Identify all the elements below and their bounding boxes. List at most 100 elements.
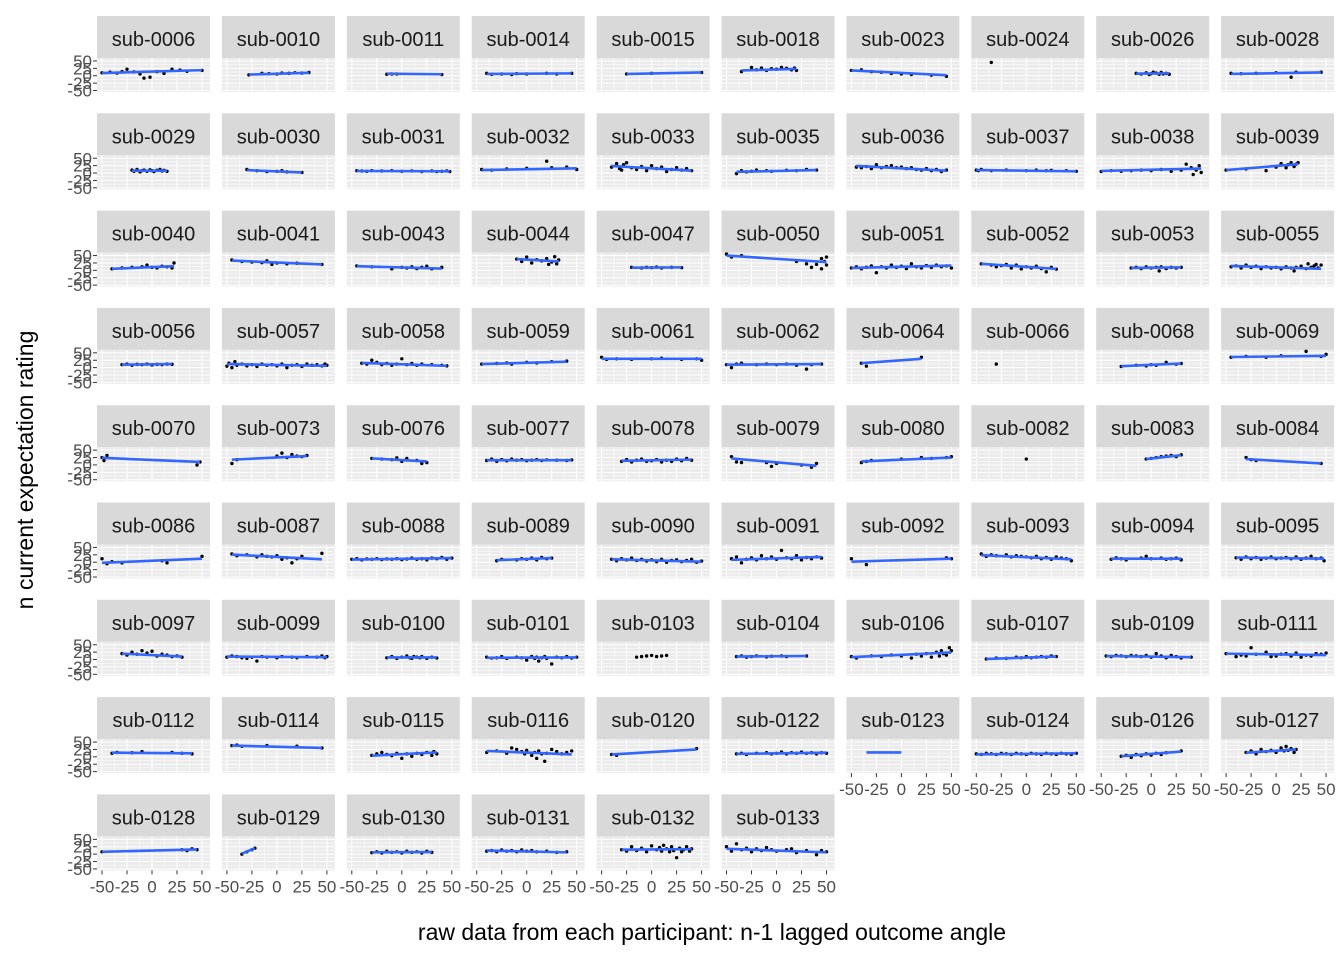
data-point: [1292, 269, 1296, 273]
fit-line: [1121, 750, 1182, 758]
y-tick-label: 0: [83, 845, 92, 864]
data-point: [555, 749, 559, 754]
y-tick-label: 50: [73, 149, 92, 168]
y-tick-label: -50: [67, 568, 92, 587]
facet-panel: sub-0047: [596, 210, 710, 287]
x-tick-label: -25: [1114, 780, 1139, 799]
x-tick-label: -25: [989, 780, 1014, 799]
data-point: [664, 169, 669, 174]
x-tick-label: 50: [817, 877, 836, 896]
panel-background: [1096, 252, 1210, 287]
facet-strip: [221, 794, 335, 837]
facet-panel: sub-0091: [721, 502, 835, 579]
x-tick-label: -25: [614, 877, 639, 896]
facet-strip: [346, 113, 460, 156]
data-point: [614, 161, 619, 166]
facet-strip: [846, 502, 960, 545]
facet-label: sub-0124: [986, 710, 1069, 732]
y-tick-label: 0: [83, 67, 92, 86]
x-tick-label: -25: [864, 780, 889, 799]
data-point: [1306, 262, 1310, 266]
data-point: [553, 255, 557, 259]
data-point: [1264, 168, 1268, 173]
data-point: [525, 748, 529, 753]
data-point: [1289, 75, 1293, 79]
facet-strip: [846, 210, 960, 253]
fit-line: [1231, 71, 1322, 76]
panel-background: [596, 836, 710, 871]
facet-label: sub-0010: [237, 29, 320, 51]
fit-line: [361, 361, 447, 368]
y-tick-label: -25: [67, 463, 92, 482]
y-tick-label: 50: [73, 733, 92, 752]
fit-line: [736, 168, 817, 174]
facet-label: sub-0028: [1236, 29, 1319, 51]
facet-panel: sub-0087: [221, 502, 335, 579]
data-point: [729, 365, 734, 370]
panel-background: [721, 641, 835, 676]
data-point: [619, 168, 624, 172]
x-tick-label: 25: [667, 877, 686, 896]
fit-line: [371, 457, 427, 463]
fit-line: [101, 68, 203, 75]
data-point: [543, 759, 547, 763]
facet-strip: [1221, 599, 1335, 642]
data-point: [749, 65, 754, 70]
fit-line: [1225, 162, 1299, 172]
y-tick-label: -25: [67, 755, 92, 774]
x-tick-label: -25: [365, 877, 390, 896]
data-point: [537, 659, 541, 663]
panel-background: [471, 252, 585, 287]
y-tick-label: 0: [83, 651, 92, 670]
facet-label: sub-0057: [237, 321, 320, 343]
facet-strip: [471, 502, 585, 545]
facet-strip: [346, 405, 460, 448]
facet-strip: [221, 210, 335, 253]
y-tick-label: 25: [73, 546, 92, 565]
data-point: [864, 364, 869, 368]
facet-label: sub-0083: [1111, 418, 1194, 440]
panel-background: [1221, 155, 1335, 190]
facet-label: sub-0055: [1236, 224, 1319, 246]
y-tick-label: -25: [67, 366, 92, 385]
facet-panel: sub-0036: [846, 113, 960, 190]
x-tick-label: 50: [567, 877, 586, 896]
facet-panel: sub-0124 -50 -25 0 25 50: [964, 697, 1086, 799]
facet-label: sub-0104: [736, 613, 819, 635]
x-tick-label: -25: [489, 877, 514, 896]
facet-strip: [346, 599, 460, 642]
facet-strip: [1096, 405, 1210, 448]
facet-label: sub-0070: [112, 418, 195, 440]
facet-strip: [346, 502, 460, 545]
facet-label: sub-0095: [1236, 516, 1319, 538]
panel-background: [471, 155, 585, 190]
fit-line: [726, 847, 827, 854]
panel-background: [721, 739, 835, 774]
facet-label: sub-0029: [112, 126, 195, 148]
data-point: [649, 844, 654, 848]
data-point: [515, 747, 519, 752]
data-point: [649, 163, 654, 168]
data-point: [814, 853, 819, 857]
facet-label: sub-0059: [486, 321, 569, 343]
y-tick-label: -25: [67, 658, 92, 677]
data-point: [739, 460, 744, 465]
data-point: [674, 855, 679, 860]
data-point: [200, 554, 204, 559]
panel-background: [471, 739, 585, 774]
facet-strip: [221, 697, 335, 740]
data-point: [909, 262, 914, 266]
fit-line: [486, 72, 572, 76]
facet-strip: [346, 210, 460, 253]
facet-panel: sub-0083: [1096, 405, 1210, 482]
facet-strip: [221, 16, 335, 58]
data-point: [779, 548, 784, 553]
data-point: [1259, 747, 1263, 752]
fit-line: [986, 655, 1057, 661]
facet-panel: sub-0126 -50 -25 0 25 50: [1089, 697, 1211, 799]
facet-label: sub-0064: [861, 321, 944, 343]
y-tick-label: -50: [67, 82, 92, 101]
